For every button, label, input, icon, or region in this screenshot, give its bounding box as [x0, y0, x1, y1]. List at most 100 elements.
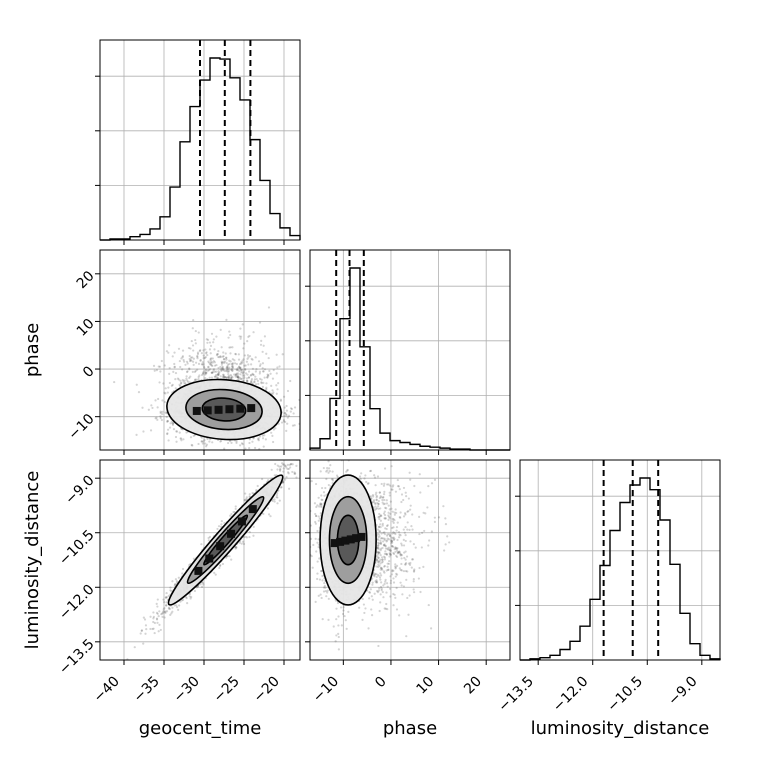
sample-point — [230, 376, 233, 379]
sample-point — [210, 364, 213, 367]
sample-point — [171, 606, 174, 609]
sample-point — [167, 607, 171, 610]
sample-point — [192, 349, 195, 352]
sample-point — [255, 368, 258, 371]
sample-point — [244, 364, 247, 367]
sample-point — [242, 358, 245, 361]
sample-point — [217, 373, 220, 376]
sample-point — [270, 431, 273, 434]
sample-point — [281, 481, 284, 484]
sample-point — [238, 541, 241, 544]
sample-point — [270, 468, 273, 471]
sample-point — [230, 375, 233, 378]
sample-point — [285, 476, 288, 479]
sample-point — [254, 375, 257, 378]
sample-point — [238, 362, 242, 366]
sample-point — [266, 376, 269, 379]
sample-point — [207, 366, 210, 369]
sample-point — [155, 618, 159, 621]
density-bin — [194, 566, 203, 575]
sample-point — [237, 358, 241, 361]
sample-point — [192, 363, 195, 366]
sample-point — [166, 419, 169, 423]
sample-point — [185, 597, 188, 600]
sample-point — [204, 352, 208, 355]
sample-point — [322, 466, 325, 470]
sample-point — [155, 602, 158, 605]
sample-point — [217, 355, 220, 359]
sample-point — [168, 607, 172, 610]
sample-point — [259, 377, 262, 380]
sample-point — [186, 370, 189, 373]
sample-point — [229, 373, 232, 377]
sample-point — [204, 356, 207, 359]
sample-point — [144, 624, 148, 627]
sample-point — [282, 481, 285, 484]
sample-point — [270, 384, 273, 387]
sample-point — [223, 369, 226, 373]
sample-point — [205, 371, 208, 374]
sample-point — [135, 383, 138, 386]
sample-point — [216, 377, 219, 380]
sample-point — [173, 365, 176, 368]
sample-point — [248, 354, 252, 358]
sample-point — [182, 438, 185, 441]
sample-point — [160, 418, 163, 422]
sample-point — [171, 423, 175, 426]
sample-point — [243, 374, 246, 377]
sample-point — [207, 369, 211, 372]
sample-point — [164, 596, 168, 599]
sample-point — [221, 365, 224, 369]
sample-point — [229, 352, 232, 355]
sample-point — [221, 562, 225, 566]
sample-point — [240, 442, 244, 445]
sample-point — [216, 376, 220, 379]
sample-point — [187, 346, 191, 350]
sample-point — [205, 443, 209, 446]
sample-point — [272, 391, 275, 394]
sample-point — [163, 610, 166, 614]
sample-point — [241, 371, 244, 374]
sample-point — [171, 580, 174, 583]
sample-point — [210, 376, 214, 379]
sample-point — [199, 583, 202, 586]
sample-point — [234, 374, 237, 377]
sample-point — [241, 323, 244, 326]
sample-point — [161, 413, 164, 416]
sample-point — [182, 380, 185, 383]
sample-point — [276, 502, 279, 505]
sample-point — [211, 357, 214, 360]
sample-point — [226, 554, 229, 558]
sample-point — [215, 370, 218, 373]
sample-point — [221, 376, 225, 379]
sample-point — [218, 355, 221, 359]
sample-point — [256, 484, 259, 488]
sample-point — [236, 367, 239, 370]
sample-point — [223, 376, 226, 379]
x-tick-label: −12.0 — [550, 674, 592, 716]
sample-point — [196, 585, 199, 588]
sample-point — [236, 376, 240, 379]
sample-point — [237, 372, 240, 375]
sample-point — [203, 438, 206, 442]
sample-point — [242, 370, 245, 374]
sample-point — [189, 436, 193, 439]
sample-point — [263, 335, 267, 338]
sample-point — [208, 363, 212, 366]
sample-point — [208, 368, 212, 371]
sample-point — [286, 416, 289, 419]
sample-point — [248, 441, 251, 445]
sample-point — [276, 496, 279, 499]
sample-point — [254, 446, 257, 450]
sample-point — [230, 367, 233, 371]
sample-point — [242, 379, 245, 382]
sample-point — [224, 360, 227, 363]
sample-point — [220, 367, 223, 370]
sample-point — [239, 373, 242, 376]
sample-point — [223, 521, 226, 525]
sample-point — [196, 354, 199, 358]
sample-point — [292, 412, 295, 415]
sample-point — [239, 368, 243, 371]
sample-point — [142, 642, 145, 645]
sample-point — [156, 612, 159, 615]
